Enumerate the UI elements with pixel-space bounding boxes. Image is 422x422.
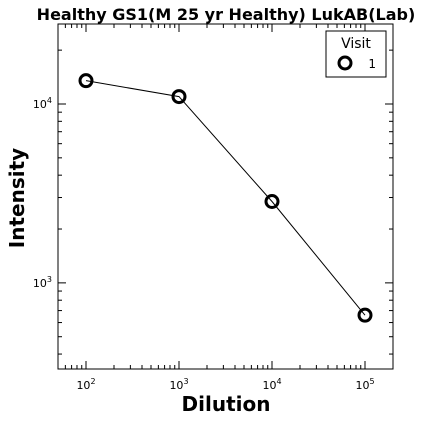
- ticks-layer: [57, 24, 394, 369]
- legend-title: Visit: [341, 36, 371, 52]
- legend-entry-label: 1: [368, 57, 376, 71]
- plot-frame: [57, 23, 394, 370]
- legend-marker: [337, 55, 353, 71]
- tick-labels-layer: 102 103 104 105 103 104: [33, 96, 375, 392]
- x-tick-label: 103: [169, 377, 188, 392]
- legend: Visit 1: [325, 30, 387, 78]
- data-point: [357, 307, 373, 323]
- data-point: [264, 194, 280, 210]
- y-tick-label: 103: [33, 275, 52, 290]
- y-axis-label: Intensity: [5, 148, 29, 248]
- legend-box: [325, 30, 387, 78]
- x-tick-label: 104: [262, 377, 281, 392]
- x-tick-label: 105: [355, 377, 374, 392]
- x-axis-label: Dilution: [182, 392, 271, 416]
- series-line: [85, 80, 366, 316]
- series-layer: [78, 73, 373, 323]
- y-tick-label: 104: [33, 96, 52, 111]
- data-point: [78, 73, 94, 89]
- chart-title: Healthy GS1(M 25 yr Healthy) LukAB(Lab): [37, 5, 416, 24]
- x-tick-label: 102: [76, 377, 95, 392]
- data-point: [171, 89, 187, 105]
